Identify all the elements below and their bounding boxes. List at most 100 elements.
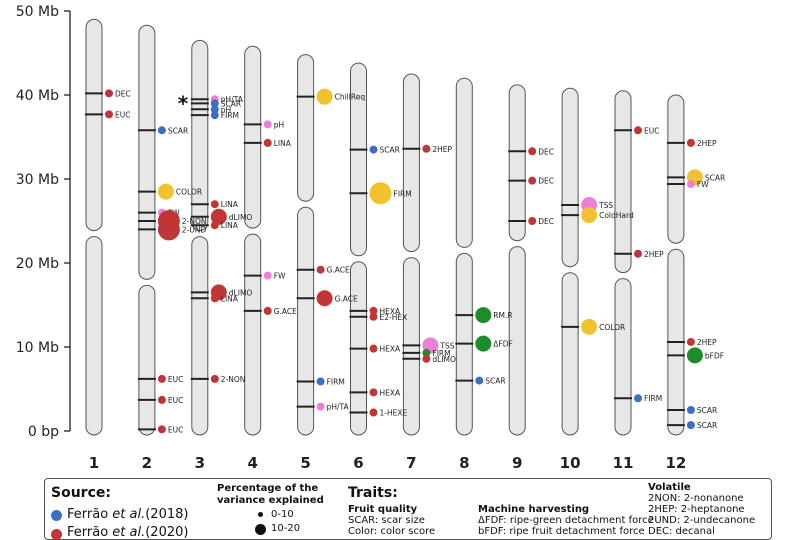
qtl-label: pH/TA [327, 403, 350, 412]
qtl-marker: HEXA [349, 306, 402, 316]
qtl-label: HEXA [380, 307, 402, 316]
chromosome-upper-arm [191, 39, 209, 232]
qtl-label: pH [221, 105, 231, 114]
chromosome-lower-arm [561, 272, 579, 436]
qtl-label: pH [274, 120, 284, 129]
qtl-dot [316, 265, 325, 274]
legend-source-title: Source: [51, 485, 111, 501]
chromosome-upper-arm [508, 84, 526, 242]
qtl-dot [105, 110, 113, 119]
qtl-marker: dLIMO [190, 208, 252, 225]
qtl-label: 2-NON [221, 375, 246, 384]
qtl-label: pH/TA [221, 95, 244, 104]
qtl-marker: ColdHard [561, 207, 634, 224]
legend-variance-dot-medium [255, 524, 266, 535]
chromosome-upper-arm [138, 24, 156, 280]
legend-vol-2non: 2NON: 2-nonanone [648, 493, 744, 504]
qtl-label: FIRM [394, 189, 412, 198]
chromosome-lower-arm [85, 236, 103, 436]
qtl-marker: SCAR [137, 126, 188, 135]
legend-traits-title: Traits: [348, 485, 398, 501]
qtl-label: SCAR [221, 99, 241, 108]
qtl-marker: LINA [243, 138, 292, 148]
legend-mh-bfdf: bFDF: ripe fruit detachment force [478, 526, 645, 537]
chromosome-upper-arm [350, 62, 367, 257]
qtl-dot [263, 306, 272, 315]
qtl-dot [475, 307, 492, 324]
qtl-marker: ΔFDF [455, 335, 513, 352]
qtl-dot [105, 89, 113, 98]
legend-variance-title-1: Percentage of the [217, 483, 319, 494]
asterisk-mark: * [178, 92, 189, 116]
chromosome-label: 5 [300, 454, 310, 472]
qtl-marker: FIRM [614, 394, 662, 403]
legend-vol-2und: 2UND: 2-undecanone [648, 515, 756, 526]
chromosome-lower-arm [138, 284, 156, 436]
legend-src2018-dot [51, 510, 62, 521]
qtl-label: G.ACE [335, 294, 358, 303]
chromosome-upper-arm [667, 94, 685, 244]
qtl-label: 2HEP [697, 139, 717, 148]
qtl-marker: SCAR [190, 99, 241, 108]
chromosome-label: 3 [195, 454, 205, 472]
qtl-label: EUC [168, 396, 183, 405]
qtl-label: FW [697, 180, 709, 189]
qtl-label: 2-UND [182, 225, 207, 234]
qtl-label: 1-HEXE [380, 409, 408, 418]
legend-machine-harvesting-title: Machine harvesting [478, 504, 590, 515]
qtl-dot [369, 312, 378, 321]
qtl-markers: DECEUCSCARCOLORFW2-NON2-UNDEUCEUCEUCpH/T… [85, 88, 725, 434]
qtl-label: 2HEP [644, 250, 664, 259]
qtl-dot [263, 120, 272, 129]
qtl-marker: FIRM [349, 182, 412, 205]
qtl-dot [369, 145, 378, 154]
qtl-dot [157, 126, 166, 135]
legend-vol-2hep: 2HEP: 2-heptanone [648, 504, 745, 515]
chromosome-12: 12 [665, 94, 686, 472]
qtl-label: COLOR [599, 323, 625, 332]
qtl-marker: EUC [137, 425, 183, 434]
qtl-label: LINA [221, 200, 239, 209]
qtl-marker: E2-HEX [349, 312, 407, 322]
qtl-marker: DEC [508, 147, 554, 156]
qtl-marker: SCAR [349, 145, 400, 155]
qtl-dot [210, 200, 219, 209]
chromosome-2: 2 [138, 24, 156, 472]
qtl-dot [422, 144, 431, 153]
qtl-dot [210, 221, 219, 230]
qtl-dot [316, 402, 325, 411]
qtl-label: FIRM [432, 349, 450, 358]
qtl-dot [634, 394, 642, 403]
qtl-dot [157, 374, 166, 383]
chromosome-9: 9 [508, 84, 526, 472]
qtl-dot [263, 138, 272, 147]
qtl-label: dLIMO [229, 288, 253, 297]
qtl-dot [210, 99, 219, 108]
qtl-label: HEXA [380, 388, 402, 397]
chromosome-label: 1 [89, 454, 99, 472]
qtl-dot [528, 147, 537, 156]
qtl-label: FIRM [327, 377, 345, 386]
chromosome-label: 4 [247, 454, 257, 472]
qtl-marker: dLIMO [402, 354, 456, 364]
qtl-dot [581, 207, 598, 224]
qtl-marker: SCAR [666, 421, 717, 430]
qtl-marker: EUC [137, 374, 183, 384]
qtl-marker: HEXA [349, 388, 402, 397]
qtl-label: COLOR [176, 188, 202, 197]
qtl-dot [422, 348, 431, 357]
qtl-marker: ChillReq [296, 88, 365, 105]
chromosome-label: 8 [459, 454, 469, 472]
qtl-marker: EUC [137, 395, 183, 405]
legend-volatile-title: Volatile [648, 482, 691, 493]
legend-fruit-quality-title: Fruit quality [348, 504, 418, 515]
chromosome-upper-arm [85, 18, 103, 232]
y-axis: 50 Mb 40 Mb 30 Mb 20 Mb 10 Mb 0 bp [16, 4, 71, 440]
qtl-label: SCAR [697, 406, 717, 415]
qtl-label: FIRM [221, 111, 239, 120]
chromosome-3: 3 [191, 39, 209, 472]
chromosome-upper-arm [455, 77, 473, 248]
qtl-marker: FIRM [296, 377, 345, 386]
qtl-label: 2-NON [182, 217, 207, 226]
qtl-label: EUC [168, 425, 183, 434]
